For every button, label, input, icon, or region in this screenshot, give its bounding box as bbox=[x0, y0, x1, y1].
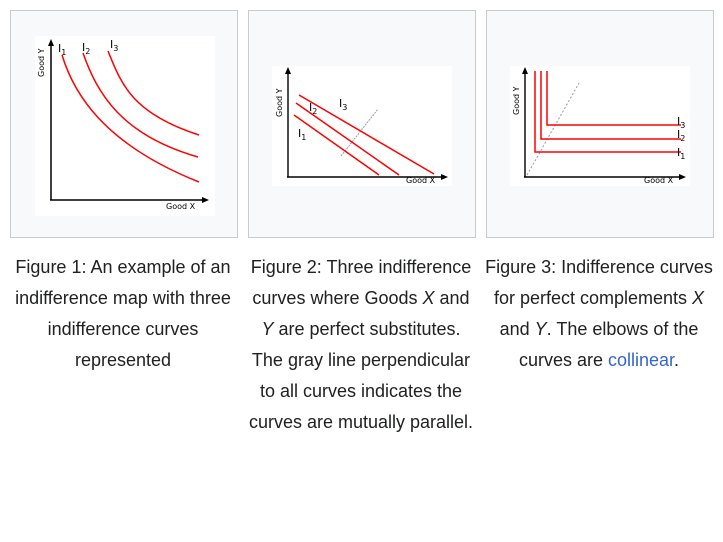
figure-2-gray-line bbox=[340, 108, 379, 157]
figure-3-caption: Figure 3: Indifference curves for perfec… bbox=[485, 257, 713, 370]
figure-3-label-i1: I1 bbox=[677, 146, 685, 161]
figure-2-label-i1: I1 bbox=[298, 127, 306, 142]
figure-3-label-i2: I2 bbox=[677, 128, 685, 143]
figure-2-label-i2: I2 bbox=[309, 101, 317, 116]
figure-2-curve-i3 bbox=[298, 94, 435, 175]
figure-1-label-i3: I3 bbox=[110, 38, 118, 53]
figure-2-caption: Figure 2: Three indifference curves wher… bbox=[248, 257, 474, 432]
figure-2-curve-i1 bbox=[293, 114, 380, 176]
figure-1-caption: Figure 1: An example of an indifference … bbox=[15, 257, 231, 370]
figure-2-xlabel: Good X bbox=[406, 176, 436, 185]
figure-1-ylabel: Good Y bbox=[37, 48, 46, 77]
figure-3-xlabel: Good X bbox=[644, 176, 674, 185]
figure-1-label-i1: I1 bbox=[58, 42, 66, 57]
figure-3-gray-line bbox=[526, 82, 580, 176]
figure-3-curve-i3 bbox=[546, 71, 681, 126]
figure-2-box[interactable]: I1 I2 I3 Good X Good Y bbox=[248, 10, 476, 238]
figure-1-curve-i1 bbox=[61, 54, 200, 183]
figure-3-ylabel: Good Y bbox=[512, 86, 521, 115]
figure-1-label-i2: I2 bbox=[82, 41, 90, 56]
figure-3-curve-i2 bbox=[540, 71, 681, 140]
figure-1-chart: I1 I2 I3 Good X Good Y bbox=[35, 36, 215, 216]
collinear-link[interactable]: collinear bbox=[607, 350, 675, 370]
figure-1-curve-i3 bbox=[107, 50, 200, 136]
figure-2-curve-i2 bbox=[295, 102, 400, 176]
figure-3-chart: I3 I2 I1 Good X Good Y bbox=[510, 66, 690, 186]
figure-1-curve-i2 bbox=[82, 52, 199, 158]
figure-1-xlabel: Good X bbox=[166, 202, 196, 211]
figure-2-label-i3: I3 bbox=[339, 97, 347, 112]
figure-2-ylabel: Good Y bbox=[275, 88, 284, 117]
figure-2-chart: I1 I2 I3 Good X Good Y bbox=[272, 66, 452, 186]
figure-1-box[interactable]: I1 I2 I3 Good X Good Y bbox=[10, 10, 238, 238]
figure-3-curve-i1 bbox=[534, 71, 681, 153]
figure-3-label-i3: I3 bbox=[677, 115, 685, 130]
figure-3-box[interactable]: I3 I2 I1 Good X Good Y bbox=[486, 10, 714, 238]
